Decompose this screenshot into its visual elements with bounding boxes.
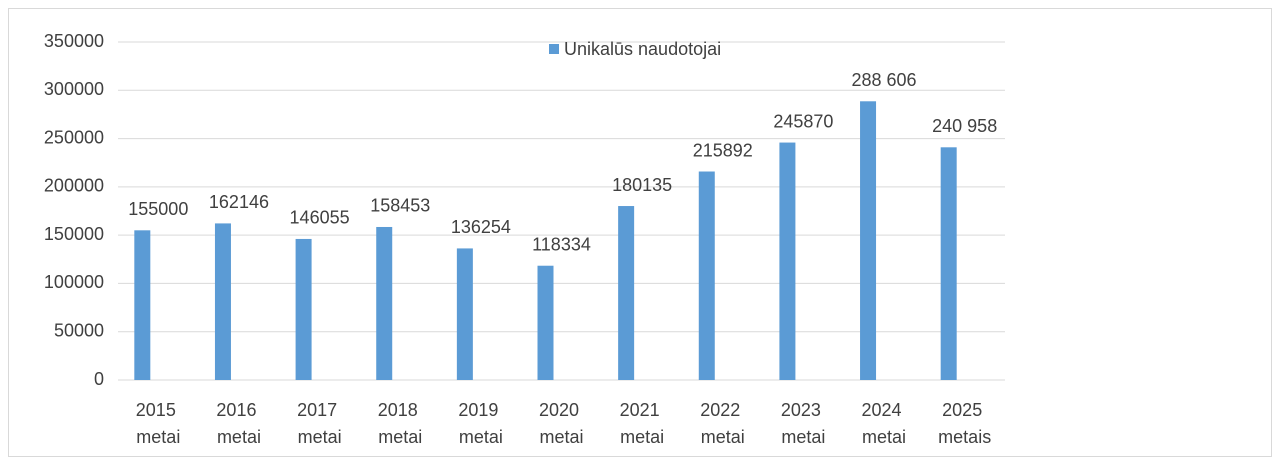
x-tick-label: 2016 metai — [216, 400, 261, 447]
value-label: 158453 — [370, 196, 430, 216]
x-tick-label-line: 2023 — [781, 400, 826, 420]
x-tick-label-line: 2017 — [297, 400, 342, 420]
y-tick-label: 200000 — [44, 176, 104, 196]
value-label: 240 958 — [932, 116, 997, 136]
y-tick-label: 100000 — [44, 272, 104, 292]
x-tick-label: 2020 metai — [539, 400, 584, 447]
value-label: 118334 — [532, 234, 591, 254]
bar — [134, 230, 151, 380]
x-tick-label-line: 2019 — [458, 400, 503, 420]
x-tick-label-line: metai — [781, 427, 825, 447]
x-tick-label: 2023 metai — [781, 400, 826, 447]
x-tick-label: 2018 metai — [378, 400, 423, 447]
x-tick-label: 2017 metai — [297, 400, 342, 447]
x-tick-label: 2025 metais — [938, 400, 991, 447]
bar — [537, 265, 554, 380]
x-tick-label-line: metai — [862, 427, 906, 447]
x-tick-label-line: metai — [378, 427, 422, 447]
bar — [779, 142, 796, 380]
legend-label: Unikalūs naudotojai — [564, 39, 721, 59]
bar — [376, 226, 393, 380]
y-tick-label: 250000 — [44, 127, 104, 147]
x-tick-label-line: 2021 — [620, 400, 665, 420]
x-tick-label-line: 2022 — [700, 400, 745, 420]
y-tick-label: 350000 — [44, 31, 104, 51]
x-tick-label: 2022 metai — [700, 400, 745, 447]
x-tick-label: 2015 metai — [136, 400, 181, 447]
bar — [456, 248, 473, 380]
x-tick-label-line: metai — [298, 427, 342, 447]
x-tick-label-line: metai — [459, 427, 503, 447]
bar — [860, 101, 877, 380]
value-label: 288 606 — [852, 70, 917, 90]
y-tick-label: 150000 — [44, 224, 104, 244]
bar — [940, 147, 957, 380]
chart-frame — [8, 8, 1272, 457]
value-label: 245870 — [773, 111, 833, 131]
bar — [618, 206, 635, 380]
value-label: 180135 — [612, 175, 672, 195]
x-tick-label-line: 2018 — [378, 400, 423, 420]
legend-swatch — [549, 44, 559, 54]
x-tick-label-line: 2025 — [942, 400, 987, 420]
value-label: 155000 — [128, 199, 188, 219]
x-tick-label-line: 2015 — [136, 400, 181, 420]
x-tick-label-line: metai — [701, 427, 745, 447]
x-tick-label-line: metai — [539, 427, 583, 447]
bar — [295, 238, 312, 380]
value-label: 162146 — [209, 192, 269, 212]
x-tick-label-line: metai — [217, 427, 261, 447]
y-tick-label: 50000 — [54, 320, 104, 340]
x-tick-label-line: metai — [136, 427, 180, 447]
bar — [214, 223, 231, 380]
value-label: 146055 — [290, 208, 350, 228]
y-tick-label: 300000 — [44, 79, 104, 99]
x-tick-label-line: 2024 — [862, 400, 907, 420]
bar — [698, 171, 715, 380]
value-label: 215892 — [693, 140, 753, 160]
x-tick-label-line: 2020 — [539, 400, 584, 420]
x-tick-label-line: metais — [938, 427, 991, 447]
x-tick-label: 2019 metai — [458, 400, 503, 447]
x-tick-label-line: 2016 — [216, 400, 261, 420]
x-tick-label: 2021 metai — [620, 400, 665, 447]
x-tick-label-line: metai — [620, 427, 664, 447]
y-tick-label: 0 — [94, 369, 104, 389]
value-label: 136254 — [451, 217, 511, 237]
x-tick-label: 2024 metai — [862, 400, 907, 447]
